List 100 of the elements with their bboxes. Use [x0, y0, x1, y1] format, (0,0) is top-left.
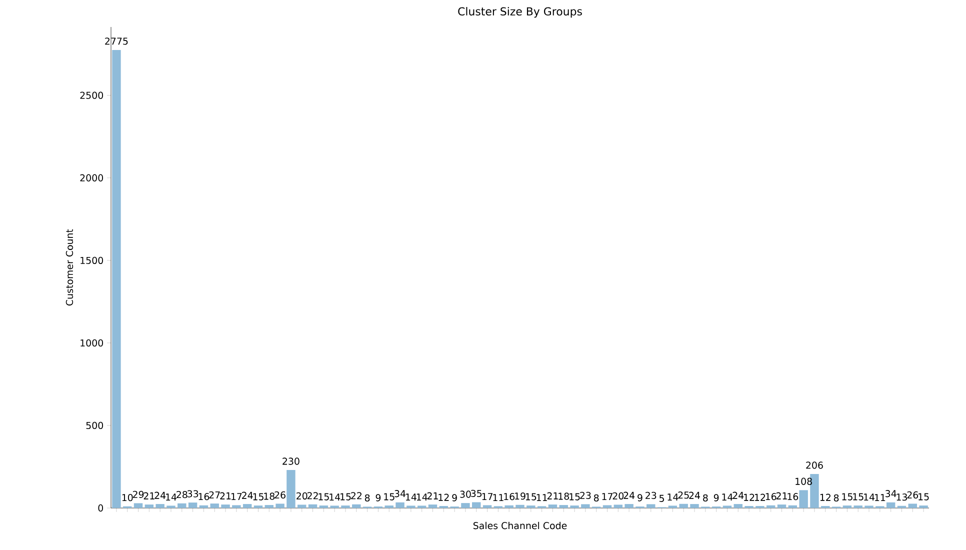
data-label: 8	[834, 494, 839, 502]
bar	[134, 503, 143, 508]
data-label: 8	[364, 494, 370, 502]
data-label: 14	[330, 494, 340, 500]
data-label: 14	[668, 494, 678, 500]
data-label: 28	[176, 491, 188, 498]
data-label: 34	[886, 490, 896, 498]
bar	[614, 504, 623, 508]
data-label: 2775	[105, 38, 128, 45]
data-label: 11	[493, 494, 504, 501]
data-label: 19	[515, 492, 526, 500]
data-label: 23	[646, 492, 656, 500]
bar	[232, 505, 241, 508]
data-label: 14	[166, 494, 176, 500]
data-label: 8	[703, 494, 708, 502]
data-label: 33	[187, 490, 198, 498]
data-label: 21	[547, 492, 558, 500]
y-tick-label: 2500	[80, 92, 104, 99]
data-label: 24	[242, 492, 253, 499]
data-label: 15	[340, 493, 351, 500]
data-label: 17	[482, 493, 492, 500]
bar	[221, 504, 230, 508]
data-label: 17	[231, 493, 242, 500]
data-label: 14	[864, 494, 875, 500]
data-label: 14	[406, 494, 416, 500]
bar	[144, 504, 154, 508]
data-label: 15	[570, 493, 580, 500]
data-label: 15	[384, 493, 394, 500]
bar	[188, 502, 198, 508]
data-label: 12	[754, 494, 766, 501]
data-label: 21	[776, 492, 787, 500]
bar	[734, 504, 742, 508]
data-label: 34	[394, 490, 406, 498]
data-label: 13	[896, 493, 907, 501]
data-label: 18	[558, 492, 569, 500]
data-label: 21	[144, 492, 154, 500]
data-label: 30	[460, 490, 471, 498]
bar	[396, 502, 404, 508]
y-tick-label: 0	[98, 504, 104, 512]
data-label: 11	[874, 494, 886, 501]
data-label: 9	[638, 494, 642, 502]
data-label: 12	[820, 494, 830, 501]
bar	[581, 504, 590, 508]
bar	[766, 505, 776, 508]
data-label: 16	[504, 492, 515, 500]
bar	[504, 505, 514, 508]
bar	[810, 474, 819, 508]
data-label: 26	[274, 491, 286, 499]
data-label: 18	[264, 492, 275, 500]
data-label: 24	[624, 492, 635, 499]
data-label: 15	[853, 493, 864, 500]
data-label: 17	[602, 493, 612, 500]
bar	[788, 505, 798, 508]
data-label: 16	[198, 492, 210, 500]
data-label: 12	[438, 494, 449, 501]
data-label: 15	[918, 493, 929, 500]
bar	[264, 505, 274, 508]
bar	[210, 504, 219, 508]
data-label: 14	[722, 494, 733, 500]
data-label: 22	[307, 492, 318, 500]
data-label: 11	[536, 494, 547, 501]
data-label: 230	[282, 458, 300, 465]
data-label: 9	[452, 494, 457, 502]
bar	[242, 504, 252, 508]
bar	[646, 504, 656, 508]
bar	[690, 504, 699, 508]
data-label: 21	[427, 492, 438, 500]
bar	[286, 470, 296, 508]
bar	[559, 505, 568, 508]
bar	[178, 503, 186, 508]
data-label: 27	[209, 491, 220, 498]
data-label: 22	[351, 492, 362, 500]
data-label: 206	[806, 462, 823, 469]
bar	[472, 502, 481, 508]
bar	[461, 503, 470, 508]
bar	[679, 504, 688, 508]
bar	[516, 504, 524, 508]
bar	[908, 504, 918, 508]
bar	[156, 504, 164, 508]
data-label: 16	[788, 492, 798, 500]
data-label: 16	[766, 492, 776, 500]
bar	[298, 504, 306, 508]
bar	[428, 504, 438, 508]
data-label: 29	[132, 490, 144, 498]
y-tick-label: 500	[86, 422, 104, 430]
data-label: 24	[689, 492, 700, 499]
y-tick-label: 1000	[80, 339, 104, 347]
bar	[199, 505, 208, 508]
data-label: 24	[154, 492, 166, 499]
data-label: 15	[253, 493, 264, 500]
y-tick-label: 2000	[80, 174, 104, 182]
data-label: 35	[471, 490, 482, 498]
data-label: 10	[122, 494, 133, 502]
bar	[624, 504, 634, 508]
data-label: 25	[678, 492, 689, 499]
data-label: 21	[220, 492, 231, 500]
data-label: 20	[612, 492, 624, 500]
bar	[886, 502, 896, 508]
bar	[777, 504, 786, 508]
data-label: 15	[526, 493, 536, 500]
